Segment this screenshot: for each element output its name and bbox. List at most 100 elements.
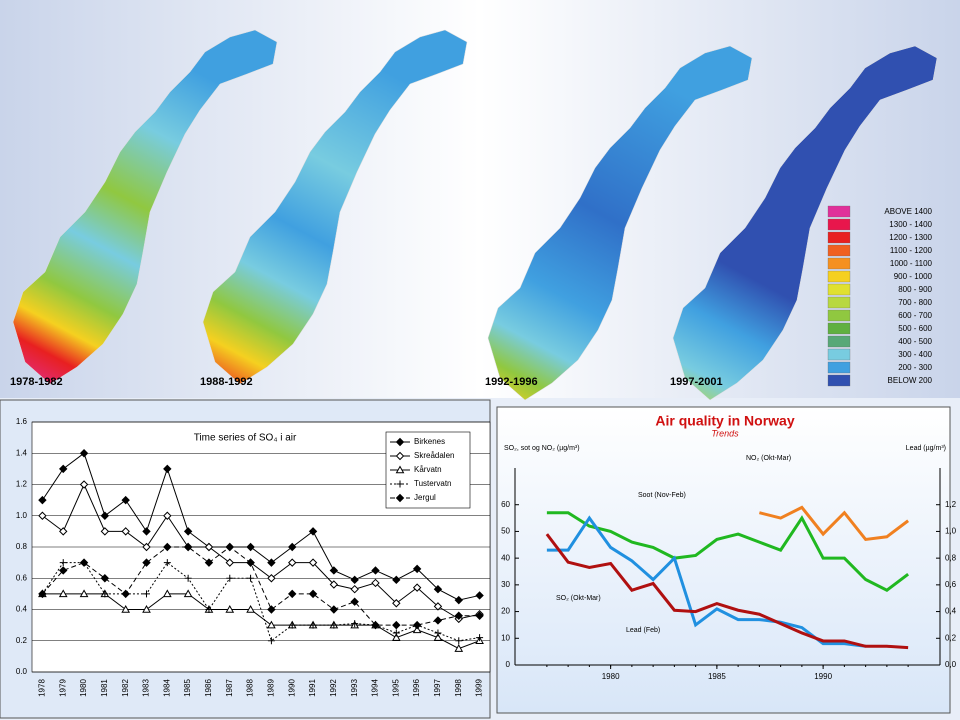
- x-tick-label: 1990: [287, 679, 296, 697]
- data-point: [267, 637, 275, 645]
- chart-title: Air quality in Norway: [655, 413, 794, 429]
- legend-swatch: [827, 361, 851, 374]
- legend-swatch: [827, 244, 851, 257]
- legend-swatch: [827, 348, 851, 361]
- legend-swatch: [827, 231, 851, 244]
- data-point: [79, 449, 89, 458]
- legend-swatch: [827, 296, 851, 309]
- data-point: [433, 602, 443, 611]
- y2-tick-label: 0,8: [945, 553, 957, 562]
- y-tick-label: 40: [501, 553, 510, 562]
- legend-label: 1000 - 1100: [890, 259, 933, 268]
- x-tick-label: 1995: [391, 679, 400, 697]
- data-point: [454, 595, 463, 605]
- y-tick-label: 1.0: [16, 511, 28, 520]
- x-tick-label: 1989: [267, 679, 276, 697]
- data-point: [79, 589, 89, 598]
- map-period-label: 1978-1982: [10, 376, 63, 388]
- y-tick-label: 0.2: [16, 636, 28, 645]
- data-point: [371, 620, 380, 630]
- y-tick-label: 0.0: [16, 667, 28, 676]
- series-line: [42, 546, 480, 626]
- data-point: [454, 611, 463, 620]
- chart-subtitle: Trends: [711, 428, 739, 438]
- data-point: [184, 574, 192, 582]
- data-point: [288, 558, 297, 567]
- data-point: [142, 558, 151, 567]
- y2-tick-label: 1,0: [945, 527, 957, 536]
- data-point: [392, 575, 401, 585]
- data-point: [412, 620, 422, 630]
- x-tick-label: 1984: [162, 679, 171, 697]
- data-point: [433, 584, 443, 594]
- y2-tick-label: 1,2: [945, 500, 957, 509]
- legend-label: 400 - 500: [898, 337, 932, 346]
- legend-label: Tustervatn: [414, 479, 452, 488]
- data-point: [288, 542, 297, 552]
- data-point: [143, 590, 150, 598]
- annotation: SO₂ (Okt-Mar): [556, 595, 601, 602]
- data-point: [412, 564, 422, 574]
- data-point: [163, 464, 172, 474]
- x-tick-label: 1987: [225, 679, 234, 697]
- data-point: [288, 621, 296, 629]
- data-point: [183, 527, 193, 536]
- legend-label: Birkenes: [414, 437, 445, 446]
- x-tick-label: 1997: [433, 679, 442, 697]
- legend-label: 1300 - 1400: [889, 220, 932, 229]
- x-tick-label: 1993: [350, 679, 359, 697]
- data-point: [475, 591, 484, 600]
- series-line: [42, 483, 480, 620]
- data-point: [392, 620, 401, 630]
- data-point: [100, 574, 110, 583]
- x-tick-label: 1994: [371, 679, 380, 697]
- data-point: [183, 542, 193, 552]
- data-point: [183, 589, 193, 598]
- data-point: [329, 566, 339, 575]
- data-point: [433, 633, 443, 641]
- legend-label: 900 - 1000: [894, 272, 933, 281]
- data-point: [371, 578, 380, 588]
- data-point: [396, 480, 404, 488]
- x-tick-label: 1992: [329, 679, 338, 697]
- data-point: [350, 584, 359, 594]
- series-line: [41, 561, 480, 642]
- data-point: [38, 511, 47, 520]
- y-tick-label: 0: [506, 660, 511, 669]
- data-point: [38, 589, 47, 599]
- legend-label: ABOVE 1400: [884, 207, 932, 216]
- y-tick-label: 1.6: [16, 417, 28, 426]
- legend-label: Jergul: [414, 493, 436, 502]
- legend-label: 1200 - 1300: [889, 233, 932, 242]
- data-point: [454, 644, 464, 652]
- plots: 0.0 0.2 0.4 0.6 0.8 1.0 1.2 1.4 1.6 1978 1979 1980 1…: [16, 413, 957, 697]
- data-point: [225, 604, 235, 613]
- chart-title: Time series of SO₄ i air: [194, 433, 297, 444]
- x-tick-label: 1982: [121, 679, 130, 697]
- data-point: [59, 559, 67, 567]
- data-point: [59, 464, 68, 474]
- legend-swatch: [827, 205, 851, 218]
- x-tick-label: 1979: [58, 679, 67, 697]
- y-tick-label: 20: [501, 607, 510, 616]
- y-tick-label: 1.4: [16, 448, 28, 457]
- legend-label: 300 - 400: [898, 350, 932, 359]
- data-point: [101, 590, 109, 598]
- data-point: [433, 616, 443, 625]
- x-tick-label: 1981: [100, 679, 109, 697]
- data-point: [225, 542, 234, 552]
- y-tick-label: 10: [501, 633, 510, 642]
- data-point: [351, 620, 359, 628]
- data-point: [121, 604, 131, 613]
- series-line: [41, 452, 480, 601]
- data-point: [163, 559, 171, 567]
- data-point: [142, 604, 151, 613]
- data-point: [100, 511, 110, 520]
- data-point: [204, 542, 214, 552]
- y-tick-label: 0.6: [16, 573, 28, 582]
- legend-label: BELOW 200: [888, 376, 933, 385]
- annotation: NO₂ (Okt-Mar): [746, 455, 791, 462]
- data-point: [434, 629, 442, 637]
- y2-tick-label: 0,6: [945, 580, 957, 589]
- x-tick-label: 1999: [475, 679, 484, 697]
